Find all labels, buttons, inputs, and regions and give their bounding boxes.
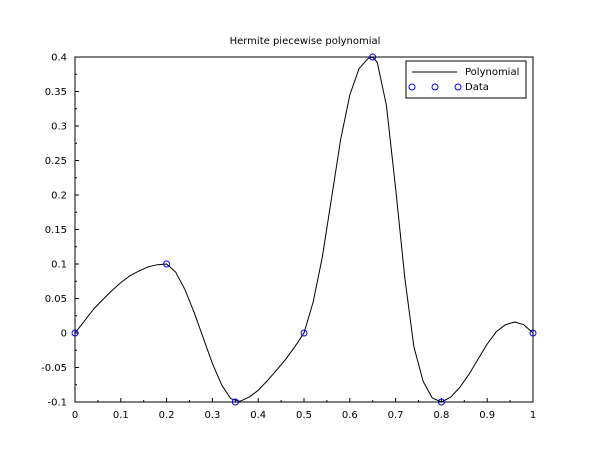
x-tick-label: 1 [530, 410, 536, 421]
x-tick-label: 0.4 [250, 410, 266, 421]
x-tick-label: 0 [72, 410, 78, 421]
data-point [71, 329, 79, 337]
x-tick-label: 0.3 [204, 410, 220, 421]
y-tick-label: 0.35 [45, 87, 67, 98]
series-layer [71, 53, 537, 406]
y-tick-label: 0.1 [51, 260, 67, 271]
data-point [369, 53, 377, 61]
y-tick-label: 0.15 [45, 225, 67, 236]
legend: Polynomial Data [405, 60, 527, 99]
x-tick-label: 0.9 [479, 410, 495, 421]
chart-title: Hermite piecewise polynomial [230, 36, 381, 47]
legend-marker-1 [408, 83, 416, 91]
x-tick-label: 0.2 [159, 410, 175, 421]
data-point [300, 329, 308, 337]
legend-marker-3 [454, 83, 462, 91]
legend-marker-2 [431, 83, 439, 91]
y-axis: -0.1 -0.05 0 0.05 0.1 0.15 0.2 0.25 0.3 0.35 0.4 [41, 53, 79, 409]
x-axis: 0 0.1 0.2 0.3 0.4 0.5 0.6 0.7 0.8 0.9 1 [72, 398, 536, 421]
y-tick-label: -0.05 [41, 363, 67, 374]
y-tick-label: 0 [61, 329, 67, 340]
legend-box [405, 60, 527, 99]
series-line-polynomial [74, 56, 534, 403]
x-tick-label: 0.1 [113, 410, 129, 421]
legend-label-data: Data [465, 82, 489, 93]
data-point [231, 398, 239, 406]
plot-area [74, 56, 534, 403]
y-tick-label: 0.2 [51, 191, 67, 202]
y-tick-label: 0.05 [45, 294, 67, 305]
y-tick-label: -0.1 [47, 398, 67, 409]
data-point [437, 398, 445, 406]
y-tick-label: 0.25 [45, 156, 67, 167]
plot-frame [74, 56, 534, 403]
data-point [529, 329, 537, 337]
x-tick-label: 0.8 [433, 410, 449, 421]
y-tick-label: 0.3 [51, 122, 67, 133]
x-tick-label: 0.7 [388, 410, 404, 421]
legend-label-polynomial: Polynomial [465, 67, 519, 78]
x-tick-label: 0.6 [342, 410, 358, 421]
y-tick-label: 0.4 [51, 53, 67, 64]
data-point [163, 260, 171, 268]
x-tick-label: 0.5 [296, 410, 312, 421]
